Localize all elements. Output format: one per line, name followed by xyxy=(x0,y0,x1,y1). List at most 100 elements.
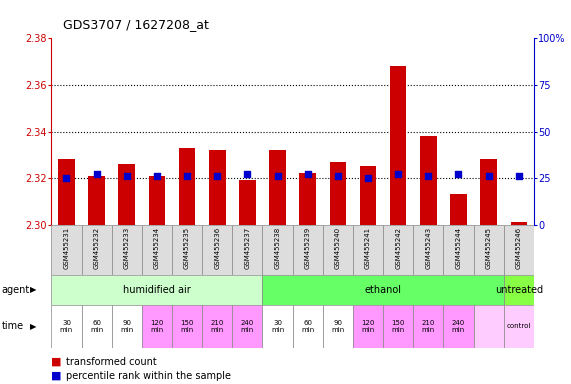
Text: untreated: untreated xyxy=(494,285,543,295)
Text: ■: ■ xyxy=(51,371,62,381)
Bar xyxy=(480,159,497,225)
Text: GSM455233: GSM455233 xyxy=(124,227,130,270)
Bar xyxy=(510,222,527,225)
Bar xyxy=(473,305,504,348)
Text: 150
min: 150 min xyxy=(392,320,405,333)
Bar xyxy=(444,305,473,348)
Text: 240
min: 240 min xyxy=(241,320,254,333)
Text: GSM455232: GSM455232 xyxy=(94,227,99,269)
Bar xyxy=(172,225,202,275)
Bar xyxy=(112,305,142,348)
Bar xyxy=(504,275,534,305)
Bar xyxy=(444,225,473,275)
Point xyxy=(333,173,343,179)
Text: 30
min: 30 min xyxy=(60,320,73,333)
Text: GSM455236: GSM455236 xyxy=(214,227,220,270)
Bar xyxy=(420,136,437,225)
Bar xyxy=(360,166,376,225)
Bar xyxy=(51,305,82,348)
Text: GSM455234: GSM455234 xyxy=(154,227,160,269)
Bar xyxy=(263,305,292,348)
Point xyxy=(152,173,162,179)
Bar xyxy=(299,174,316,225)
Text: GSM455241: GSM455241 xyxy=(365,227,371,269)
Bar xyxy=(172,305,202,348)
Point xyxy=(243,171,252,177)
Bar xyxy=(51,225,82,275)
Bar xyxy=(142,305,172,348)
Text: time: time xyxy=(2,321,24,331)
Bar xyxy=(202,225,232,275)
Text: GSM455235: GSM455235 xyxy=(184,227,190,269)
Bar xyxy=(504,225,534,275)
Text: GSM455239: GSM455239 xyxy=(305,227,311,270)
Text: ethanol: ethanol xyxy=(365,285,401,295)
Text: 150
min: 150 min xyxy=(180,320,194,333)
Bar xyxy=(179,148,195,225)
Bar xyxy=(263,225,292,275)
Bar xyxy=(504,305,534,348)
Point xyxy=(393,171,403,177)
Text: percentile rank within the sample: percentile rank within the sample xyxy=(66,371,231,381)
Bar xyxy=(202,305,232,348)
Bar xyxy=(390,66,407,225)
Text: GSM455246: GSM455246 xyxy=(516,227,522,269)
Point xyxy=(92,171,101,177)
Bar xyxy=(112,225,142,275)
Text: 120
min: 120 min xyxy=(150,320,164,333)
Text: GDS3707 / 1627208_at: GDS3707 / 1627208_at xyxy=(63,18,208,31)
Text: agent: agent xyxy=(2,285,30,295)
Bar xyxy=(239,180,256,225)
Text: GSM455245: GSM455245 xyxy=(486,227,492,269)
Text: 210
min: 210 min xyxy=(421,320,435,333)
Bar xyxy=(450,194,467,225)
Point xyxy=(183,173,192,179)
Point xyxy=(484,173,493,179)
Bar xyxy=(58,159,75,225)
Bar xyxy=(292,305,323,348)
Bar xyxy=(353,225,383,275)
Text: GSM455231: GSM455231 xyxy=(63,227,70,270)
Text: 60
min: 60 min xyxy=(301,320,315,333)
Point xyxy=(273,173,282,179)
Text: GSM455242: GSM455242 xyxy=(395,227,401,269)
Bar xyxy=(82,305,112,348)
Point xyxy=(364,175,373,181)
Bar xyxy=(383,225,413,275)
Bar xyxy=(323,305,353,348)
Text: ▶: ▶ xyxy=(30,285,36,295)
Bar xyxy=(142,225,172,275)
Bar xyxy=(89,176,105,225)
Bar xyxy=(209,150,226,225)
Point xyxy=(424,173,433,179)
Text: control: control xyxy=(506,323,531,329)
Bar xyxy=(292,225,323,275)
Bar xyxy=(119,164,135,225)
Point xyxy=(514,173,524,179)
Bar xyxy=(329,162,346,225)
Text: GSM455237: GSM455237 xyxy=(244,227,251,270)
Text: 90
min: 90 min xyxy=(120,320,134,333)
Text: ▶: ▶ xyxy=(30,322,36,331)
Point xyxy=(212,173,222,179)
Point xyxy=(303,171,312,177)
Point xyxy=(454,171,463,177)
Text: ■: ■ xyxy=(51,357,62,367)
Bar xyxy=(323,225,353,275)
Bar xyxy=(413,305,444,348)
Text: 60
min: 60 min xyxy=(90,320,103,333)
Text: 210
min: 210 min xyxy=(211,320,224,333)
Bar xyxy=(148,176,165,225)
Bar xyxy=(473,225,504,275)
Bar xyxy=(413,225,444,275)
Text: GSM455243: GSM455243 xyxy=(425,227,431,269)
Text: GSM455244: GSM455244 xyxy=(456,227,461,269)
Bar xyxy=(82,225,112,275)
Text: 240
min: 240 min xyxy=(452,320,465,333)
Text: 120
min: 120 min xyxy=(361,320,375,333)
Text: GSM455240: GSM455240 xyxy=(335,227,341,269)
Text: 90
min: 90 min xyxy=(331,320,344,333)
Text: 30
min: 30 min xyxy=(271,320,284,333)
Point xyxy=(62,175,71,181)
Bar xyxy=(232,225,263,275)
